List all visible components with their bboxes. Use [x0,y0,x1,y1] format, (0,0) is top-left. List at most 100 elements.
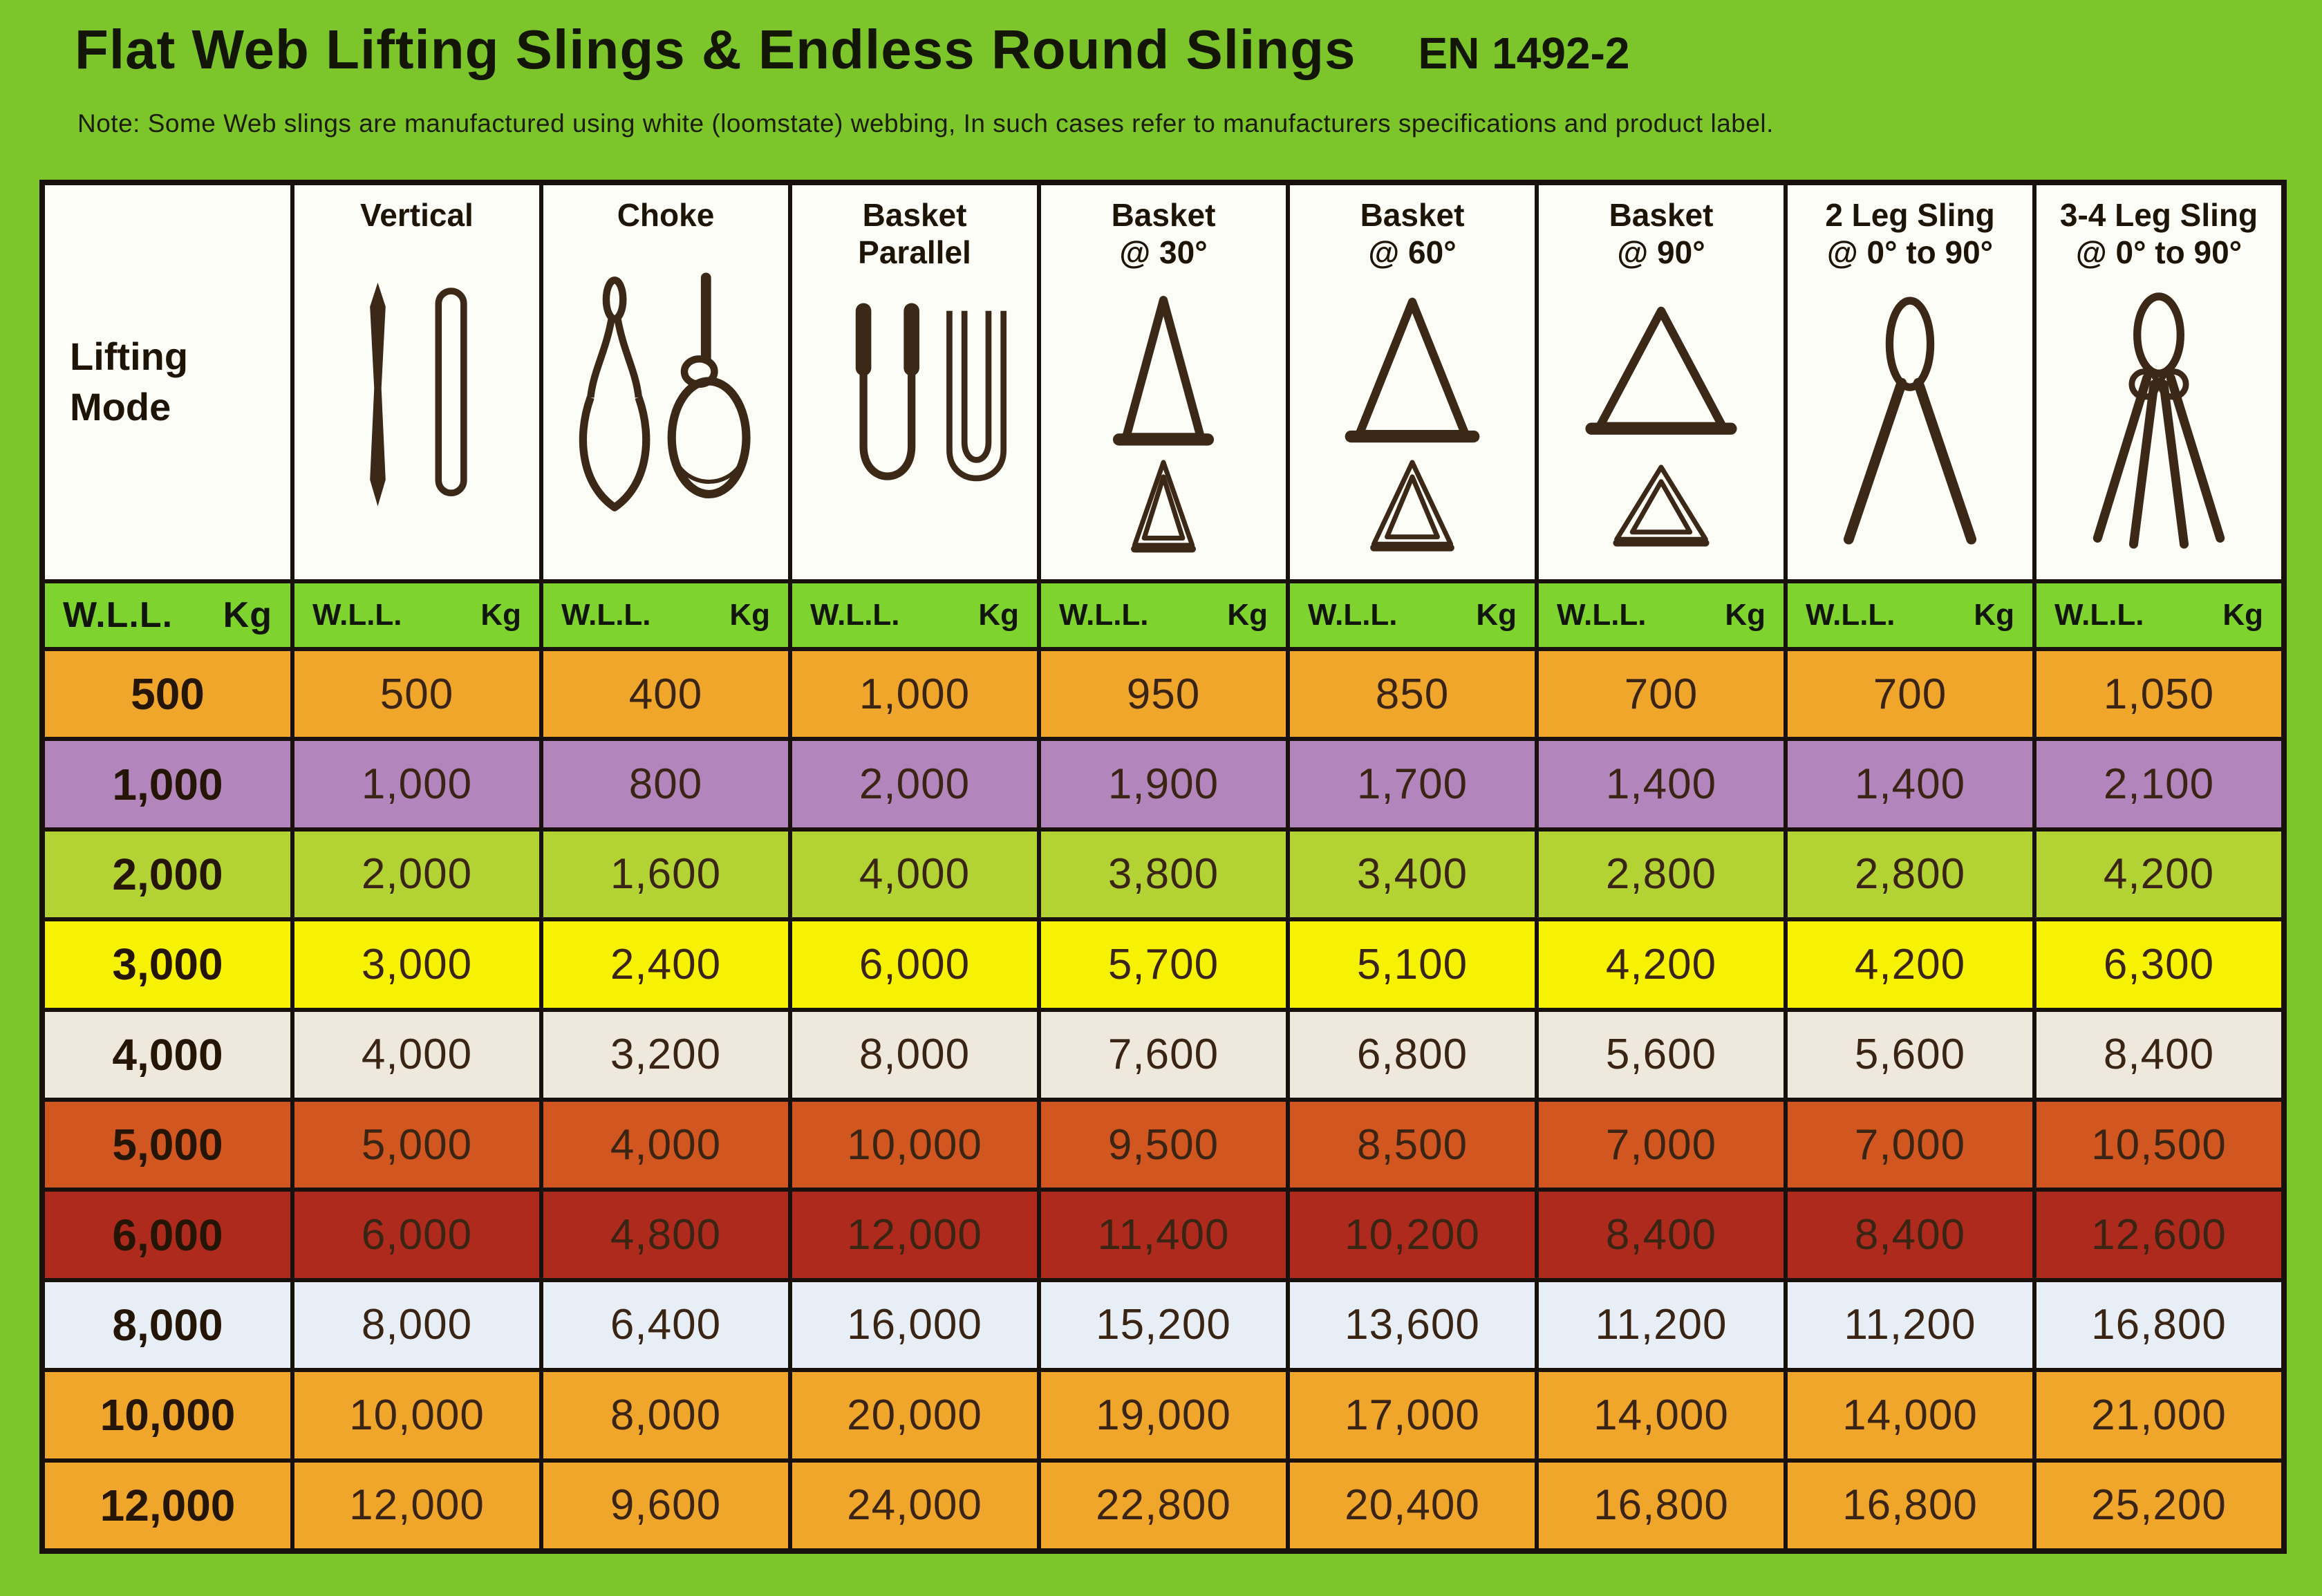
column-header-label: Choke [617,197,715,233]
table-cell: 24,000 [792,1462,1037,1548]
column-header-two-leg-sling: 2 Leg Sling @ 0° to 90° [1788,185,2032,579]
wll-label: W.L.L. [2054,598,2144,632]
table-cell: 400 [543,651,788,738]
table-cell: 16,000 [792,1282,1037,1369]
two-leg-sling-icon [1788,272,2032,579]
table-cell: 4,800 [543,1192,788,1278]
table-cell: 22,800 [1041,1462,1286,1548]
page-title: Flat Web Lifting Slings & Endless Round … [75,19,1356,80]
table-cell: 9,500 [1041,1102,1286,1188]
table-cell: 700 [1539,651,1783,738]
table-cell: 4,000 [543,1102,788,1188]
wll-kg-unit-cell: W.L.L. Kg [792,583,1037,647]
table-cell: 17,000 [1290,1372,1535,1458]
table-cell: 5,700 [1041,921,1286,1008]
row-label-cell: 1,000 [45,741,290,827]
table-cell: 11,200 [1539,1282,1783,1369]
table-cell: 1,400 [1788,741,2032,827]
table-cell: 6,300 [2037,921,2281,1008]
table-cell: 8,400 [1788,1192,2032,1278]
table-cell: 10,500 [2037,1102,2281,1188]
column-header-basket-60: Basket @ 60° [1290,185,1535,579]
wll-kg-unit-cell: W.L.L. Kg [1539,583,1783,647]
table-cell: 12,600 [2037,1192,2281,1278]
wll-kg-unit-cell: W.L.L. Kg [2037,583,2281,647]
table-cell: 8,400 [2037,1011,2281,1098]
table-cell: 2,000 [294,831,539,918]
table-cell: 1,400 [1539,741,1783,827]
table-cell: 11,200 [1788,1282,2032,1369]
kg-label: Kg [1725,598,1766,632]
wll-label: W.L.L. [1059,598,1149,632]
table-cell: 19,000 [1041,1372,1286,1458]
table-cell: 7,600 [1041,1011,1286,1098]
wll-kg-unit-cell: W.L.L. Kg [294,583,539,647]
kg-label: Kg [480,598,521,632]
table-cell: 6,000 [294,1192,539,1278]
wll-label: W.L.L. [1308,598,1398,632]
row-label-cell: 4,000 [45,1011,290,1098]
table-cell: 11,400 [1041,1192,1286,1278]
table-cell: 1,600 [543,831,788,918]
wll-label: W.L.L. [810,598,900,632]
table-cell: 1,050 [2037,651,2281,738]
table-cell: 4,200 [1539,921,1783,1008]
table-cell: 2,800 [1539,831,1783,918]
basket-90-icon [1539,272,1783,579]
table-cell: 5,600 [1788,1011,2032,1098]
kg-label: Kg [1476,598,1517,632]
table-cell: 25,200 [2037,1462,2281,1548]
table-cell: 14,000 [1539,1372,1783,1458]
row-label-cell: 2,000 [45,831,290,918]
table-cell: 3,400 [1290,831,1535,918]
row-label-cell: 10,000 [45,1372,290,1458]
wll-kg-header-cell: W.L.L. Kg [45,583,290,647]
lifting-mode-label: Lifting Mode [70,335,189,429]
wll-kg-unit-cell: W.L.L. Kg [543,583,788,647]
row-label-cell: 5,000 [45,1102,290,1188]
table-cell: 500 [294,651,539,738]
table-cell: 6,400 [543,1282,788,1369]
row-label-cell: 12,000 [45,1462,290,1548]
table-cell: 4,200 [2037,831,2281,918]
table-cell: 8,000 [543,1372,788,1458]
wll-label: W.L.L. [63,595,174,635]
standard-reference: EN 1492-2 [1418,28,1630,78]
table-cell: 2,800 [1788,831,2032,918]
table-cell: 20,400 [1290,1462,1535,1548]
table-cell: 16,800 [2037,1282,2281,1369]
table-cell: 8,500 [1290,1102,1535,1188]
row-label-cell: 6,000 [45,1192,290,1278]
column-header-basket-parallel: Basket Parallel [792,185,1037,579]
basket-parallel-icon [792,272,1037,579]
table-cell: 9,600 [543,1462,788,1548]
table-cell: 3,200 [543,1011,788,1098]
title-row: Flat Web Lifting Slings & Endless Round … [75,18,1629,82]
row-label-cell: 3,000 [45,921,290,1008]
vertical-slings-icon [294,234,539,579]
table-cell: 8,000 [294,1282,539,1369]
table-cell: 10,000 [294,1372,539,1458]
column-header-label: Basket Parallel [858,197,971,271]
wll-kg-unit-cell: W.L.L. Kg [1041,583,1286,647]
wll-label: W.L.L. [1806,598,1895,632]
column-header-three-four-leg-sling: 3-4 Leg Sling @ 0° to 90° [2037,185,2281,579]
row-label-cell: 500 [45,651,290,738]
wll-label: W.L.L. [1557,598,1647,632]
kg-label: Kg [1227,598,1268,632]
table-cell: 16,800 [1788,1462,2032,1548]
table-cell: 5,000 [294,1102,539,1188]
column-header-basket-90: Basket @ 90° [1539,185,1783,579]
table-cell: 4,200 [1788,921,2032,1008]
table-cell: 20,000 [792,1372,1037,1458]
table-cell: 12,000 [294,1462,539,1548]
table-cell: 3,800 [1041,831,1286,918]
table-cell: 800 [543,741,788,827]
column-header-choke-slings: Choke [543,185,788,579]
table-cell: 7,000 [1539,1102,1783,1188]
table-cell: 2,000 [792,741,1037,827]
table-cell: 2,400 [543,921,788,1008]
kg-label: Kg [1974,598,2014,632]
kg-label: Kg [978,598,1019,632]
